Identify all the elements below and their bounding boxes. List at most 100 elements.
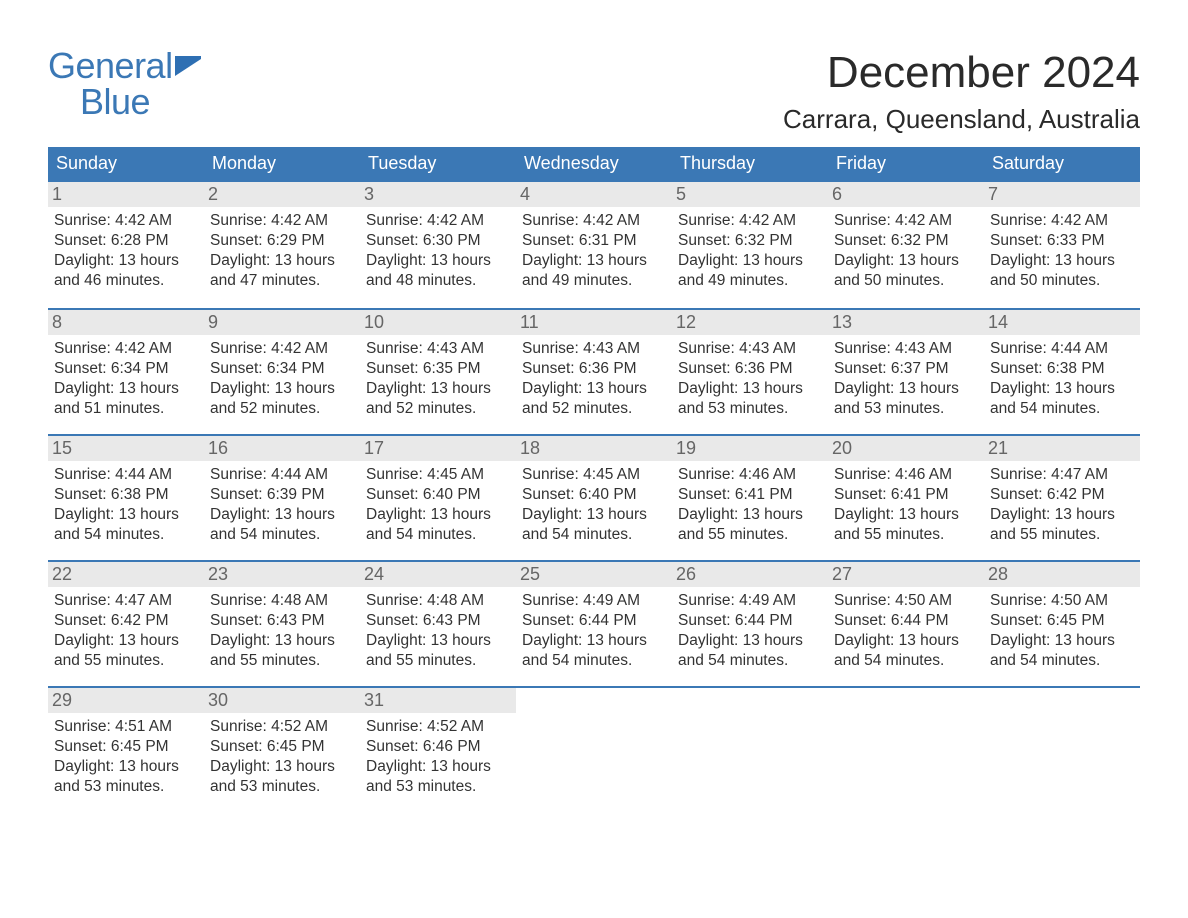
day-number: 28 (984, 562, 1140, 587)
calendar-day: 7Sunrise: 4:42 AMSunset: 6:33 PMDaylight… (984, 182, 1140, 308)
sunrise-text: Sunrise: 4:44 AM (210, 465, 354, 485)
sunrise-text: Sunrise: 4:44 AM (990, 339, 1134, 359)
sunset-text: Sunset: 6:37 PM (834, 359, 978, 379)
day-number: 22 (48, 562, 204, 587)
calendar-day: 8Sunrise: 4:42 AMSunset: 6:34 PMDaylight… (48, 310, 204, 434)
day-number: 31 (360, 688, 516, 713)
calendar-day: 27Sunrise: 4:50 AMSunset: 6:44 PMDayligh… (828, 562, 984, 686)
day-of-week-label: Friday (828, 147, 984, 182)
calendar-day: 6Sunrise: 4:42 AMSunset: 6:32 PMDaylight… (828, 182, 984, 308)
daylight-text: Daylight: 13 hours and 54 minutes. (210, 505, 354, 545)
sunset-text: Sunset: 6:31 PM (522, 231, 666, 251)
calendar-day: 25 Sunrise: 4:49 AMSunset: 6:44 PMDayligh… (516, 562, 672, 686)
sunset-text: Sunset: 6:45 PM (210, 737, 354, 757)
day-number: 26 (672, 562, 828, 587)
sunrise-text: Sunrise: 4:42 AM (210, 211, 354, 231)
sunrise-text: Sunrise: 4:47 AM (54, 591, 198, 611)
day-number: 8 (48, 310, 204, 335)
location-subtitle: Carrara, Queensland, Australia (783, 104, 1140, 135)
day-number: 7 (984, 182, 1140, 207)
sunset-text: Sunset: 6:29 PM (210, 231, 354, 251)
sunrise-text: Sunrise: 4:43 AM (678, 339, 822, 359)
day-body: Sunrise: 4:44 AMSunset: 6:38 PMDaylight:… (990, 339, 1134, 418)
calendar-day: 3Sunrise: 4:42 AMSunset: 6:30 PMDaylight… (360, 182, 516, 308)
calendar-day: 24Sunrise: 4:48 AMSunset: 6:43 PMDayligh… (360, 562, 516, 686)
daylight-text: Daylight: 13 hours and 53 minutes. (678, 379, 822, 419)
daylight-text: Daylight: 13 hours and 51 minutes. (54, 379, 198, 419)
sunrise-text: Sunrise: 4:52 AM (210, 717, 354, 737)
daylight-text: Daylight: 13 hours and 52 minutes. (522, 379, 666, 419)
day-of-week-label: Sunday (48, 147, 204, 182)
daylight-text: Daylight: 13 hours and 54 minutes. (834, 631, 978, 671)
calendar-day: 13Sunrise: 4:43 AMSunset: 6:37 PMDayligh… (828, 310, 984, 434)
day-number: 2 (204, 182, 360, 207)
calendar-day: 12 Sunrise: 4:43 AMSunset: 6:36 PMDayligh… (672, 310, 828, 434)
calendar-day: 10Sunrise: 4:43 AMSunset: 6:35 PMDayligh… (360, 310, 516, 434)
month-title: December 2024 (783, 48, 1140, 98)
calendar-day: 2 Sunrise: 4:42 AMSunset: 6:29 PMDaylight… (204, 182, 360, 308)
calendar-day: 31Sunrise: 4:52 AMSunset: 6:46 PMDayligh… (360, 688, 516, 812)
daylight-text: Daylight: 13 hours and 49 minutes. (522, 251, 666, 291)
sunrise-text: Sunrise: 4:50 AM (990, 591, 1134, 611)
sunrise-text: Sunrise: 4:49 AM (678, 591, 822, 611)
day-number: 18 (516, 436, 672, 461)
daylight-text: Daylight: 13 hours and 55 minutes. (210, 631, 354, 671)
calendar-day: 5Sunrise: 4:42 AMSunset: 6:32 PMDaylight… (672, 182, 828, 308)
day-number: 25 (516, 562, 672, 587)
calendar-day: . (984, 688, 1140, 812)
day-number: 12 (672, 310, 828, 335)
sunset-text: Sunset: 6:45 PM (54, 737, 198, 757)
brand-flag-icon (175, 54, 203, 78)
calendar-day: 14 Sunrise: 4:44 AMSunset: 6:38 PMDayligh… (984, 310, 1140, 434)
sunset-text: Sunset: 6:32 PM (678, 231, 822, 251)
sunset-text: Sunset: 6:44 PM (522, 611, 666, 631)
calendar-day: 26Sunrise: 4:49 AMSunset: 6:44 PMDayligh… (672, 562, 828, 686)
daylight-text: Daylight: 13 hours and 47 minutes. (210, 251, 354, 291)
sunrise-text: Sunrise: 4:48 AM (210, 591, 354, 611)
sunrise-text: Sunrise: 4:42 AM (210, 339, 354, 359)
day-number: 10 (360, 310, 516, 335)
day-number: 30 (204, 688, 360, 713)
calendar-weeks: 1Sunrise: 4:42 AMSunset: 6:28 PMDaylight… (48, 182, 1140, 812)
sunrise-text: Sunrise: 4:46 AM (834, 465, 978, 485)
sunrise-text: Sunrise: 4:51 AM (54, 717, 198, 737)
day-number: 6 (828, 182, 984, 207)
day-body: Sunrise: 4:45 AMSunset: 6:40 PMDaylight:… (522, 465, 666, 544)
calendar-week: 29Sunrise: 4:51 AMSunset: 6:45 PMDayligh… (48, 686, 1140, 812)
calendar-day: . (672, 688, 828, 812)
day-number: 13 (828, 310, 984, 335)
day-number: 14 (984, 310, 1140, 335)
sunrise-text: Sunrise: 4:47 AM (990, 465, 1134, 485)
sunrise-text: Sunrise: 4:43 AM (522, 339, 666, 359)
sunset-text: Sunset: 6:38 PM (990, 359, 1134, 379)
day-body: Sunrise: 4:42 AMSunset: 6:31 PMDaylight:… (522, 211, 666, 290)
sunrise-text: Sunrise: 4:43 AM (366, 339, 510, 359)
calendar-day: 18 Sunrise: 4:45 AMSunset: 6:40 PMDayligh… (516, 436, 672, 560)
sunset-text: Sunset: 6:46 PM (366, 737, 510, 757)
sunset-text: Sunset: 6:30 PM (366, 231, 510, 251)
sunset-text: Sunset: 6:36 PM (678, 359, 822, 379)
day-number: 11 (516, 310, 672, 335)
daylight-text: Daylight: 13 hours and 54 minutes. (522, 631, 666, 671)
day-of-week-label: Thursday (672, 147, 828, 182)
day-number: 29 (48, 688, 204, 713)
day-body: Sunrise: 4:49 AMSunset: 6:44 PMDaylight:… (522, 591, 666, 670)
daylight-text: Daylight: 13 hours and 53 minutes. (834, 379, 978, 419)
day-number: 19 (672, 436, 828, 461)
day-of-week-label: Saturday (984, 147, 1140, 182)
day-body: Sunrise: 4:42 AMSunset: 6:30 PMDaylight:… (366, 211, 510, 290)
day-of-week-label: Monday (204, 147, 360, 182)
day-body: Sunrise: 4:46 AMSunset: 6:41 PMDaylight:… (834, 465, 978, 544)
day-number: 23 (204, 562, 360, 587)
calendar-day: 21Sunrise: 4:47 AMSunset: 6:42 PMDayligh… (984, 436, 1140, 560)
day-of-week-label: Wednesday (516, 147, 672, 182)
daylight-text: Daylight: 13 hours and 54 minutes. (990, 379, 1134, 419)
daylight-text: Daylight: 13 hours and 54 minutes. (678, 631, 822, 671)
day-body: Sunrise: 4:48 AMSunset: 6:43 PMDaylight:… (210, 591, 354, 670)
day-of-week-label: Tuesday (360, 147, 516, 182)
calendar-day: 23 Sunrise: 4:48 AMSunset: 6:43 PMDayligh… (204, 562, 360, 686)
daylight-text: Daylight: 13 hours and 53 minutes. (366, 757, 510, 797)
daylight-text: Daylight: 13 hours and 50 minutes. (834, 251, 978, 291)
sunset-text: Sunset: 6:28 PM (54, 231, 198, 251)
sunset-text: Sunset: 6:42 PM (990, 485, 1134, 505)
